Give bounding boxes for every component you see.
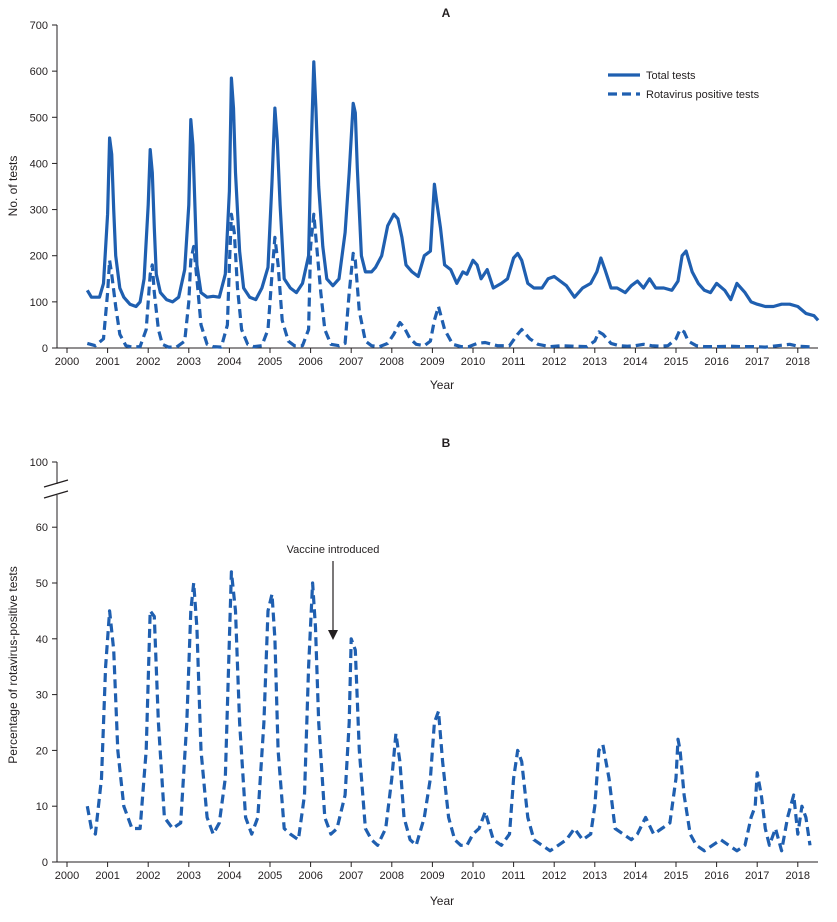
- panel-a-y-tick-label: 400: [30, 158, 48, 170]
- panel-b-x-ticks: 2000 2001 2002 2003 2004 2005 2006 2007 2008 2009…: [55, 862, 810, 882]
- panel-a-x-tick-label: 2001: [95, 356, 119, 368]
- panel-a-x-label: Year: [430, 378, 454, 392]
- legend-label-total-tests: Total tests: [646, 70, 696, 82]
- panel-b-y-tick-label: 20: [36, 745, 48, 757]
- panel-b-x-tick-label: 2018: [786, 870, 810, 882]
- panel-a-x-tick-label: 2018: [786, 356, 810, 368]
- panel-b-x-tick-label: 2000: [55, 870, 79, 882]
- panel-a-x-tick-label: 2012: [542, 356, 566, 368]
- panel-a-x-tick-label: 2006: [298, 356, 322, 368]
- panel-a-x-tick-label: 2010: [461, 356, 485, 368]
- panel-a-x-tick-label: 2004: [217, 356, 241, 368]
- panel-b-letter: B: [442, 436, 451, 450]
- vaccine-annotation: Vaccine introduced: [287, 544, 380, 640]
- vaccine-annotation-text: Vaccine introduced: [287, 544, 380, 556]
- panel-a-x-tick-label: 2009: [420, 356, 444, 368]
- panel-a-y-tick-label: 300: [30, 205, 48, 217]
- panel-a-x-ticks: 2000 2001 2002 2003 2004 2005 2006 2007 2008 2009…: [55, 348, 810, 368]
- panel-b-y-tick-label: 100: [30, 457, 48, 469]
- panel-b-x-tick-label: 2008: [380, 870, 404, 882]
- panel-b-x-tick-label: 2011: [502, 870, 526, 882]
- panel-b-x-label: Year: [430, 894, 454, 908]
- panel-a-y-tick-label: 0: [42, 343, 48, 355]
- panel-b-y-tick-label: 30: [36, 690, 48, 702]
- panel-a-y-ticks: 0 100 200 300 400 500 600 700: [30, 20, 57, 355]
- panel-b-x-tick-label: 2016: [704, 870, 728, 882]
- panel-a-letter: A: [442, 6, 451, 20]
- panel-b-y-tick-label: 40: [36, 634, 48, 646]
- panel-a-x-tick-label: 2013: [583, 356, 607, 368]
- panel-b-x-tick-label: 2014: [623, 870, 647, 882]
- panel-b-x-tick-label: 2003: [177, 870, 201, 882]
- panel-a-x-tick-label: 2002: [136, 356, 160, 368]
- panel-a-x-tick-label: 2000: [55, 356, 79, 368]
- panel-b-x-tick-label: 2006: [298, 870, 322, 882]
- panel-a-x-tick-label: 2011: [502, 356, 526, 368]
- panel-b-y-tick-label: 60: [36, 522, 48, 534]
- panel-b-x-tick-label: 2015: [664, 870, 688, 882]
- panel-a-x-tick-label: 2015: [664, 356, 688, 368]
- panel-a-x-tick-label: 2008: [380, 356, 404, 368]
- panel-b-y-ticks: 0 10 20 30 40 50 60 100: [30, 457, 57, 869]
- series-line-percentage-rotavirus-positive: [85, 570, 812, 853]
- panel-a-x-tick-label: 2005: [258, 356, 282, 368]
- panel-a-x-tick-label: 2007: [339, 356, 363, 368]
- series-line-rotavirus-positive-tests: [86, 212, 815, 349]
- panel-b-y-tick-label: 10: [36, 801, 48, 813]
- panel-b-x-tick-label: 2013: [583, 870, 607, 882]
- panel-a-y-tick-label: 100: [30, 297, 48, 309]
- series-line-total-tests: [85, 60, 820, 322]
- panel-b-x-tick-label: 2001: [95, 870, 119, 882]
- axis-break-marker: [43, 479, 69, 499]
- panel-a-y-tick-label: 700: [30, 20, 48, 32]
- panel-b-x-tick-label: 2012: [542, 870, 566, 882]
- panel-a-x-tick-label: 2017: [745, 356, 769, 368]
- panel-a-x-tick-label: 2003: [177, 356, 201, 368]
- panel-b-x-tick-label: 2005: [258, 870, 282, 882]
- panel-b-x-tick-label: 2007: [339, 870, 363, 882]
- panel-b-x-tick-label: 2002: [136, 870, 160, 882]
- panel-b-y-tick-label: 50: [36, 578, 48, 590]
- panel-b-x-tick-label: 2009: [420, 870, 444, 882]
- legend-label-rotavirus-positive: Rotavirus positive tests: [646, 89, 760, 101]
- panel-a-x-tick-label: 2014: [623, 356, 647, 368]
- panel-b-y-tick-label: 0: [42, 857, 48, 869]
- panel-a-series: [85, 60, 820, 349]
- panel-a-y-tick-label: 500: [30, 112, 48, 124]
- panel-b-y-label: Percentage of rotavirus-positive tests: [6, 566, 20, 763]
- panel-b-series: [85, 570, 812, 853]
- vaccine-arrow-head: [328, 630, 338, 640]
- panel-b-x-tick-label: 2017: [745, 870, 769, 882]
- panel-a-y-label: No. of tests: [6, 156, 20, 217]
- panel-a-x-tick-label: 2016: [704, 356, 728, 368]
- panel-b-x-tick-label: 2004: [217, 870, 241, 882]
- panel-a-y-tick-label: 200: [30, 251, 48, 263]
- panel-b-x-tick-label: 2010: [461, 870, 485, 882]
- panel-a-legend: Total tests Rotavirus positive tests: [608, 70, 760, 101]
- panel-a-y-tick-label: 600: [30, 66, 48, 78]
